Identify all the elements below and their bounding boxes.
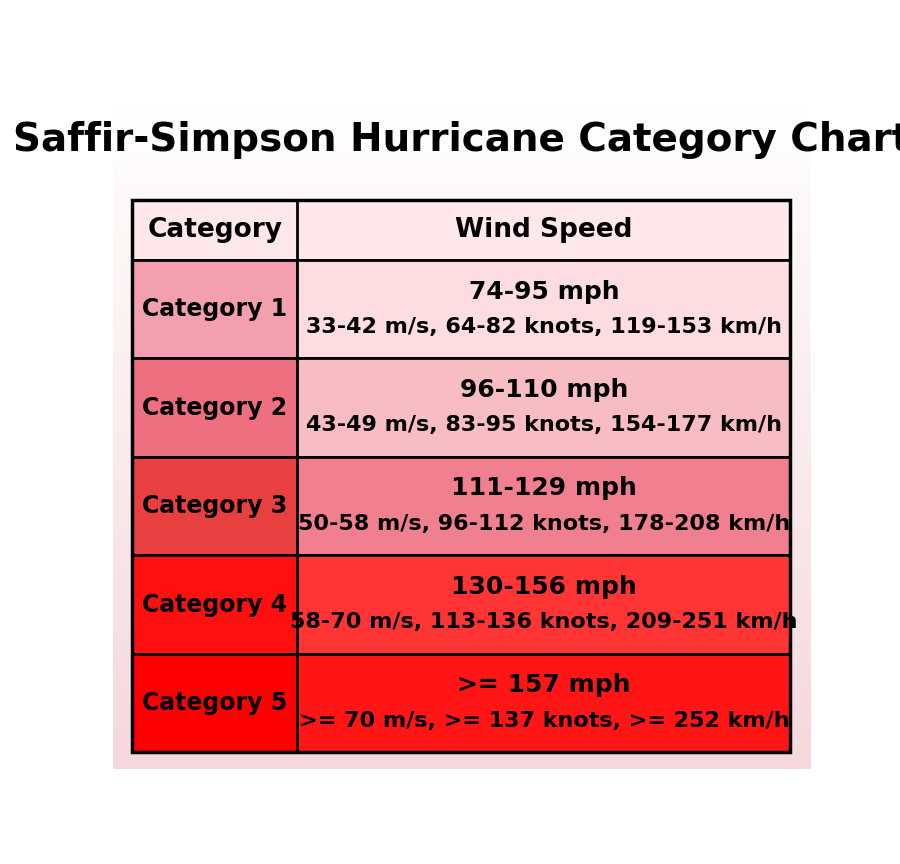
Text: >= 70 m/s, >= 137 knots, >= 252 km/h: >= 70 m/s, >= 137 knots, >= 252 km/h [299,711,789,731]
Bar [132,200,790,260]
Text: Category 2: Category 2 [142,396,287,420]
Bar [132,260,297,359]
Bar [132,200,297,260]
Text: Saffir-Simpson Hurricane Category Chart: Saffir-Simpson Hurricane Category Chart [13,121,900,159]
Bar [297,556,790,654]
Text: Wind Speed: Wind Speed [455,217,633,243]
Text: Category: Category [148,217,283,243]
Text: 58-70 m/s, 113-136 knots, 209-251 km/h: 58-70 m/s, 113-136 knots, 209-251 km/h [290,613,797,632]
Bar [297,359,790,457]
Bar [132,654,297,753]
Text: 74-95 mph: 74-95 mph [469,280,619,303]
Text: Category 5: Category 5 [142,691,287,715]
Bar [132,457,297,556]
Text: Category 1: Category 1 [142,297,287,321]
Text: Category 4: Category 4 [142,593,287,617]
Bar [297,654,790,753]
Bar [132,556,297,654]
Bar [297,260,790,359]
Bar [132,359,297,457]
Text: >= 157 mph: >= 157 mph [457,673,631,697]
Text: 130-156 mph: 130-156 mph [451,575,637,599]
Text: 33-42 m/s, 64-82 knots, 119-153 km/h: 33-42 m/s, 64-82 knots, 119-153 km/h [306,317,782,337]
Bar [297,457,790,556]
Text: Category 3: Category 3 [142,494,287,518]
Bar [132,200,790,753]
Text: 50-58 m/s, 96-112 knots, 178-208 km/h: 50-58 m/s, 96-112 knots, 178-208 km/h [298,514,790,534]
Text: 111-129 mph: 111-129 mph [451,476,637,500]
Text: 43-49 m/s, 83-95 knots, 154-177 km/h: 43-49 m/s, 83-95 knots, 154-177 km/h [306,416,782,435]
Text: 96-110 mph: 96-110 mph [460,378,628,402]
